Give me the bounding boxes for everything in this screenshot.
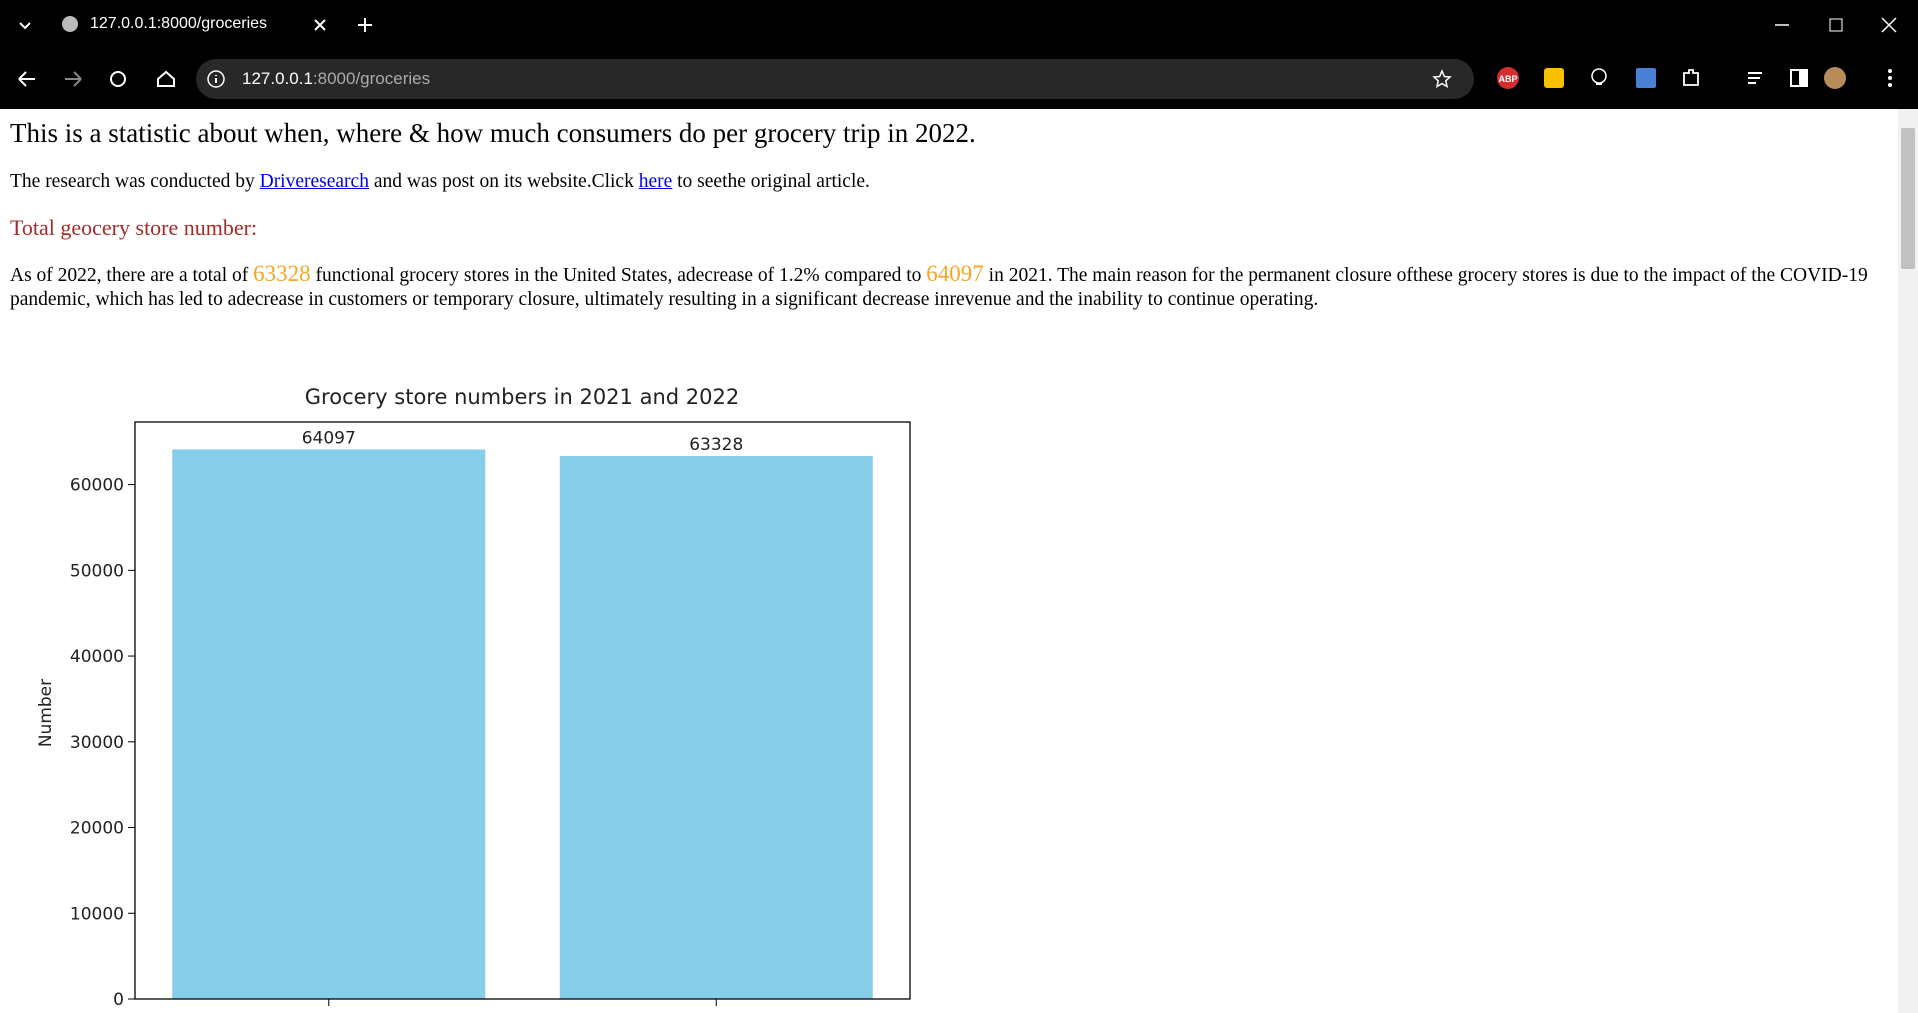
address-bar[interactable]: 127.0.0.1:8000/groceries bbox=[196, 59, 1474, 99]
tab-close[interactable] bbox=[310, 15, 330, 35]
extension-badge: ABP bbox=[1498, 74, 1517, 84]
site-info[interactable] bbox=[206, 69, 226, 89]
translate-extension[interactable] bbox=[1635, 67, 1657, 89]
nav-buttons[interactable] bbox=[15, 67, 205, 91]
tab-menu[interactable] bbox=[15, 15, 35, 35]
link[interactable]: Driveresearch bbox=[259, 171, 369, 192]
y-tick-label: 40000 bbox=[70, 647, 124, 667]
extension[interactable] bbox=[1588, 67, 1610, 89]
url-path: :8000/groceries bbox=[312, 69, 431, 88]
bar bbox=[172, 449, 486, 1000]
chart-title: Grocery store numbers in 2021 and 2022 bbox=[305, 385, 739, 409]
paragraph: As of 2022, there are a total of 63328 f… bbox=[10, 262, 1870, 312]
text: functional grocery stores in the United … bbox=[310, 265, 927, 286]
scrollbar[interactable] bbox=[1898, 109, 1918, 1013]
axes-frame bbox=[134, 421, 911, 1000]
text: As of 2022, there are a total of bbox=[10, 265, 254, 286]
y-tick-label: 50000 bbox=[70, 561, 124, 581]
value-label: 63328 bbox=[689, 435, 743, 455]
url-host: 127.0.0.1 bbox=[242, 69, 313, 88]
text: to seethe original article. bbox=[672, 171, 870, 192]
bar bbox=[559, 456, 873, 999]
text: The research was conducted by bbox=[10, 171, 260, 192]
text: and was post on its website.Click bbox=[368, 171, 639, 192]
text: in 2021. The main reason for the permane… bbox=[10, 265, 1868, 310]
extensions-menu[interactable] bbox=[1680, 67, 1702, 89]
new-tab[interactable] bbox=[355, 15, 375, 35]
heading: This is a statistic about when, where & … bbox=[10, 118, 976, 148]
adblock-extension[interactable]: ABP bbox=[1496, 66, 1520, 90]
y-tick-label: 0 bbox=[113, 990, 124, 1010]
section-title: Total geocery store number: bbox=[10, 215, 258, 240]
link[interactable]: here bbox=[638, 171, 673, 192]
scroll-thumb[interactable] bbox=[1901, 128, 1915, 269]
browser-chrome: 127.0.0.1:8000/groceries 127.0.0.1:8000/… bbox=[0, 0, 1918, 109]
value-label: 64097 bbox=[302, 428, 356, 448]
chart: Grocery store numbers in 2021 and 2022 N… bbox=[36, 385, 911, 1010]
extension[interactable] bbox=[1543, 67, 1565, 89]
y-tick-label: 10000 bbox=[70, 904, 124, 924]
tab-favicon bbox=[62, 16, 78, 32]
y-tick-label: 30000 bbox=[70, 733, 124, 753]
y-axis-label: Number bbox=[36, 679, 56, 747]
intro: The research was conducted by Driveresea… bbox=[10, 171, 870, 193]
y-tick-label: 20000 bbox=[70, 819, 124, 839]
highlight-number: 63328 bbox=[253, 261, 311, 286]
toolbar-buttons[interactable] bbox=[1746, 67, 1846, 89]
window-controls[interactable] bbox=[1765, 15, 1905, 35]
highlight-number: 64097 bbox=[926, 261, 984, 286]
tab-title[interactable]: 127.0.0.1:8000/groceries bbox=[90, 15, 268, 32]
bookmark-star[interactable] bbox=[1432, 69, 1452, 89]
y-tick-label: 60000 bbox=[70, 476, 124, 496]
browser-menu[interactable] bbox=[1885, 67, 1895, 89]
